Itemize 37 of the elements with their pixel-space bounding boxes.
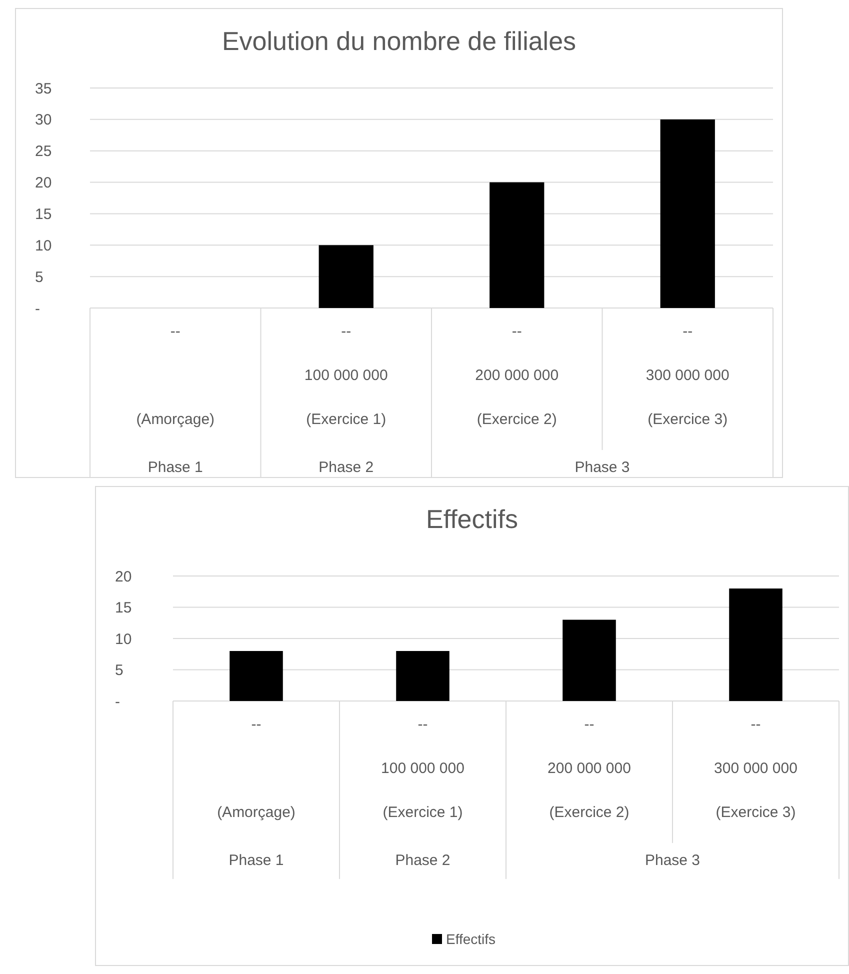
chart-title: Evolution du nombre de filiales	[222, 26, 576, 56]
y-tick-label: 5	[115, 662, 124, 679]
bar	[562, 620, 616, 701]
category-label: -- (Amorçage)	[136, 323, 215, 428]
y-tick-label: 20	[35, 174, 52, 192]
text: Phase 1	[228, 852, 284, 869]
y-tick-label: 20	[115, 568, 132, 586]
text: Phase 3	[574, 459, 630, 476]
y-tick-label: 25	[35, 143, 52, 160]
chart-title: Effectifs	[426, 504, 518, 534]
text: Phase 2	[395, 852, 450, 869]
y-tick-label: -	[115, 693, 120, 710]
category-label: -- 300 000 000 (Exercice 3)	[646, 323, 730, 428]
y-tick-label: 10	[35, 237, 52, 254]
y-tick-label: 5	[35, 268, 44, 286]
category-label: -- (Amorçage)	[217, 716, 296, 821]
legend-label: Effectifs	[446, 931, 496, 947]
category-label: -- 100 000 000 (Exercice 1)	[381, 716, 464, 821]
category-label: -- 200 000 000 (Exercice 2)	[548, 716, 631, 821]
y-tick-label: 15	[35, 206, 52, 223]
bar	[490, 182, 544, 308]
text: Phase 1	[148, 459, 203, 476]
category-label: -- 100 000 000 (Exercice 1)	[304, 323, 388, 428]
text: Phase 3	[644, 852, 700, 869]
category-label: -- 300 000 000 (Exercice 3)	[714, 716, 798, 821]
y-tick-label: 15	[115, 600, 132, 616]
y-tick-label: 30	[35, 112, 52, 129]
bar	[318, 245, 374, 308]
y-tick-label: 10	[115, 630, 132, 648]
y-tick-label: 35	[35, 80, 52, 98]
bar	[660, 119, 715, 308]
bar	[729, 588, 782, 701]
bar	[230, 651, 283, 701]
bar	[396, 651, 450, 701]
category-label: -- 200 000 000 (Exercice 2)	[475, 323, 559, 428]
y-tick-label: -	[35, 300, 40, 318]
text: Phase 2	[318, 459, 374, 476]
